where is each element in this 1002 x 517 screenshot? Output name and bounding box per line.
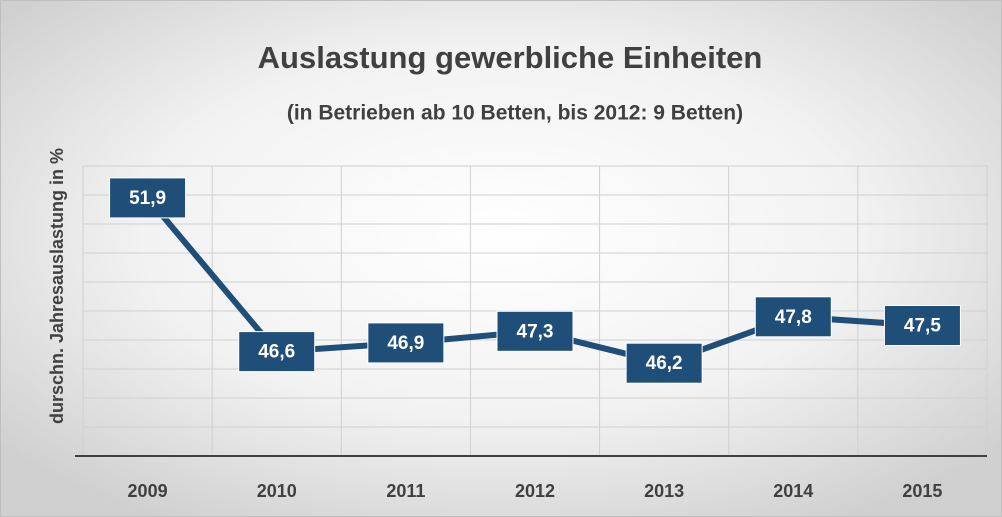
x-tick-label: 2014 <box>773 481 813 501</box>
data-label-box <box>883 305 961 346</box>
data-label-box <box>496 310 574 352</box>
x-tick-label: 2015 <box>902 481 942 501</box>
data-label: 47,8 <box>775 307 812 328</box>
data-label: 46,6 <box>258 342 295 363</box>
chart-subtitle: (in Betrieben ab 10 Betten, bis 2012: 9 … <box>287 102 743 125</box>
data-label-box <box>754 296 832 338</box>
data-label-box <box>109 177 187 219</box>
data-label: 47,3 <box>517 321 554 342</box>
data-label-box <box>238 331 316 373</box>
y-axis-label: durschn. Jahresauslastung in % <box>47 148 67 424</box>
data-label: 51,9 <box>129 188 166 209</box>
data-label: 46,2 <box>646 353 683 374</box>
x-tick-label: 2009 <box>128 481 168 501</box>
chart-title: Auslastung gewerbliche Einheiten <box>258 40 763 75</box>
x-tick-label: 2011 <box>386 481 425 501</box>
data-label-box <box>367 322 445 364</box>
x-tick-label: 2012 <box>515 481 555 501</box>
data-label: 46,9 <box>387 333 424 354</box>
data-label: 47,5 <box>904 316 941 337</box>
x-tick-label: 2010 <box>257 481 297 501</box>
x-tick-label: 2013 <box>644 481 684 501</box>
data-label-box <box>625 342 703 384</box>
